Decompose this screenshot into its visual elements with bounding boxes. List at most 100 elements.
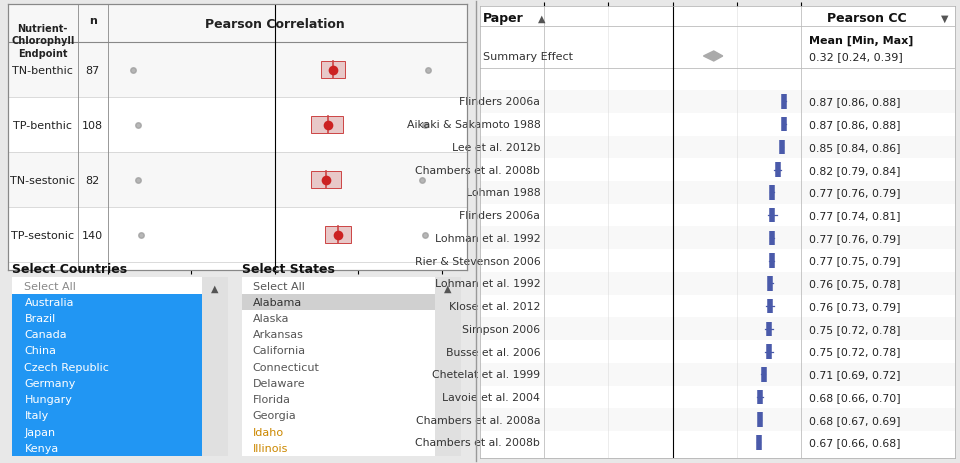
- FancyBboxPatch shape: [242, 359, 461, 375]
- Text: Klose et al. 2012: Klose et al. 2012: [449, 301, 540, 312]
- FancyBboxPatch shape: [242, 326, 461, 343]
- Bar: [480, 136, 955, 159]
- FancyBboxPatch shape: [242, 343, 461, 359]
- Bar: [480, 431, 955, 454]
- Text: 0.32 [0.24, 0.39]: 0.32 [0.24, 0.39]: [808, 52, 902, 62]
- Text: Select States: Select States: [242, 263, 335, 275]
- Text: 0.71 [0.69, 0.72]: 0.71 [0.69, 0.72]: [808, 369, 900, 379]
- Text: Mean [Min, Max]: Mean [Min, Max]: [808, 36, 913, 46]
- FancyBboxPatch shape: [12, 424, 228, 440]
- Text: 0.76 [0.75, 0.78]: 0.76 [0.75, 0.78]: [808, 279, 900, 289]
- Text: Canada: Canada: [24, 330, 67, 339]
- Text: 0.68 [0.67, 0.69]: 0.68 [0.67, 0.69]: [808, 415, 900, 425]
- Text: n: n: [89, 16, 97, 25]
- Text: Select All: Select All: [24, 281, 77, 291]
- Bar: [8, 5, 467, 43]
- Text: Illinois: Illinois: [252, 443, 288, 453]
- Text: 0.67 [0.66, 0.68]: 0.67 [0.66, 0.68]: [808, 438, 900, 447]
- Text: TN-benthic: TN-benthic: [12, 65, 73, 75]
- Bar: [480, 45, 955, 68]
- Bar: [480, 363, 955, 386]
- Text: Summary Effect: Summary Effect: [483, 52, 572, 62]
- Text: 0.77 [0.76, 0.79]: 0.77 [0.76, 0.79]: [808, 233, 900, 244]
- Text: 87: 87: [85, 65, 100, 75]
- Bar: [480, 159, 955, 181]
- Text: Florida: Florida: [252, 394, 291, 404]
- Text: Japan: Japan: [24, 427, 56, 437]
- Text: Kenya: Kenya: [24, 443, 59, 453]
- Text: 140: 140: [83, 230, 104, 240]
- FancyBboxPatch shape: [242, 310, 461, 326]
- Text: California: California: [252, 346, 306, 356]
- Text: ▲: ▲: [211, 283, 218, 293]
- Text: 0.75 [0.72, 0.78]: 0.75 [0.72, 0.78]: [808, 347, 900, 357]
- Text: Chambers et al. 2008a: Chambers et al. 2008a: [416, 415, 540, 425]
- Text: ▲: ▲: [538, 13, 545, 23]
- Text: Chetelat et al. 1999: Chetelat et al. 1999: [432, 369, 540, 379]
- Text: TN-sestonic: TN-sestonic: [11, 175, 75, 185]
- Text: 0.76 [0.73, 0.79]: 0.76 [0.73, 0.79]: [808, 301, 900, 312]
- Polygon shape: [704, 52, 723, 62]
- Bar: [480, 340, 955, 363]
- Text: Select Countries: Select Countries: [12, 263, 127, 275]
- Text: Georgia: Georgia: [252, 411, 297, 420]
- Text: China: China: [24, 346, 57, 356]
- Text: Pearson CC: Pearson CC: [827, 12, 906, 25]
- Text: 0.87 [0.86, 0.88]: 0.87 [0.86, 0.88]: [808, 97, 900, 107]
- Text: Delaware: Delaware: [252, 378, 305, 388]
- Bar: [480, 181, 955, 204]
- Text: Aikaki & Sakamoto 1988: Aikaki & Sakamoto 1988: [407, 120, 540, 130]
- FancyBboxPatch shape: [12, 407, 228, 424]
- Bar: [480, 91, 955, 113]
- Text: Nutrient-
Chlorophyll
Endpoint: Nutrient- Chlorophyll Endpoint: [11, 24, 75, 58]
- FancyBboxPatch shape: [242, 294, 461, 310]
- FancyBboxPatch shape: [242, 375, 461, 391]
- Bar: [480, 408, 955, 431]
- Text: Lohman et al. 1992: Lohman et al. 1992: [435, 233, 540, 244]
- Text: Australia: Australia: [24, 297, 74, 307]
- FancyBboxPatch shape: [311, 117, 343, 134]
- Text: Simpson 2006: Simpson 2006: [462, 324, 540, 334]
- FancyBboxPatch shape: [12, 326, 228, 343]
- Text: ▼: ▼: [941, 13, 948, 23]
- FancyBboxPatch shape: [324, 226, 351, 244]
- Bar: [480, 227, 955, 250]
- Text: 0.82 [0.79, 0.84]: 0.82 [0.79, 0.84]: [808, 165, 900, 175]
- Bar: [480, 113, 955, 136]
- Text: 0.87 [0.86, 0.88]: 0.87 [0.86, 0.88]: [808, 120, 900, 130]
- FancyBboxPatch shape: [12, 278, 228, 294]
- Text: Flinders 2006a: Flinders 2006a: [460, 97, 540, 107]
- Text: Lohman 1988: Lohman 1988: [466, 188, 540, 198]
- FancyBboxPatch shape: [242, 424, 461, 440]
- Text: Arkansas: Arkansas: [252, 330, 303, 339]
- Bar: [480, 295, 955, 318]
- FancyBboxPatch shape: [202, 278, 228, 456]
- FancyBboxPatch shape: [12, 440, 228, 456]
- Bar: [8, 208, 467, 263]
- FancyBboxPatch shape: [12, 343, 228, 359]
- Text: Alaska: Alaska: [252, 313, 289, 323]
- Text: TP-benthic: TP-benthic: [13, 120, 72, 131]
- Text: Pearson Correlation: Pearson Correlation: [204, 19, 345, 31]
- Text: 0.85 [0.84, 0.86]: 0.85 [0.84, 0.86]: [808, 143, 900, 153]
- FancyBboxPatch shape: [242, 391, 461, 407]
- Bar: [480, 204, 955, 227]
- FancyBboxPatch shape: [12, 359, 228, 375]
- Text: Hungary: Hungary: [24, 394, 72, 404]
- Text: 0.77 [0.76, 0.79]: 0.77 [0.76, 0.79]: [808, 188, 900, 198]
- Bar: [8, 153, 467, 208]
- Text: Lavoie et al. 2004: Lavoie et al. 2004: [443, 392, 540, 402]
- FancyBboxPatch shape: [12, 375, 228, 391]
- FancyBboxPatch shape: [435, 278, 461, 456]
- Text: Flinders 2006a: Flinders 2006a: [460, 211, 540, 221]
- Text: Paper: Paper: [483, 12, 523, 25]
- FancyBboxPatch shape: [12, 391, 228, 407]
- FancyBboxPatch shape: [242, 407, 461, 424]
- Text: Lee et al. 2012b: Lee et al. 2012b: [452, 143, 540, 153]
- FancyBboxPatch shape: [242, 440, 461, 456]
- Text: 82: 82: [85, 175, 100, 185]
- Bar: [480, 272, 955, 295]
- Text: Busse et al. 2006: Busse et al. 2006: [445, 347, 540, 357]
- Text: Lohman et al. 1992: Lohman et al. 1992: [435, 279, 540, 289]
- Bar: [8, 43, 467, 98]
